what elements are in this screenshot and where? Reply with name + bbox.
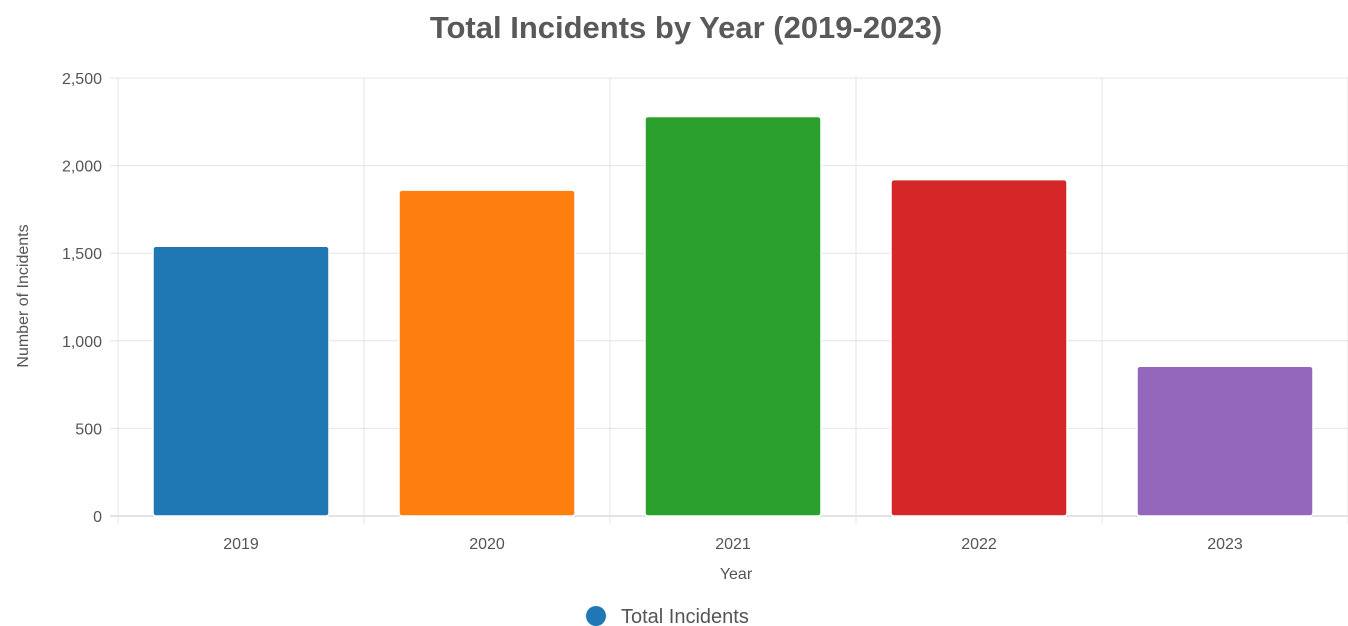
y-tick-label: 1,000 bbox=[62, 334, 102, 351]
y-tick-label: 2,500 bbox=[62, 71, 102, 88]
y-tick-label: 2,000 bbox=[62, 159, 102, 176]
legend-label-total-incidents[interactable]: Total Incidents bbox=[621, 606, 749, 626]
bar-2020[interactable] bbox=[398, 189, 576, 517]
x-axis-label: Year bbox=[720, 566, 753, 583]
x-tick-label: 2022 bbox=[961, 536, 997, 553]
legend-marker-total-incidents[interactable] bbox=[586, 606, 606, 626]
legend[interactable]: Total Incidents bbox=[586, 606, 749, 626]
chart-title: Total Incidents by Year (2019-2023) bbox=[430, 10, 942, 45]
bar-2022[interactable] bbox=[890, 178, 1068, 517]
x-tick-label: 2020 bbox=[469, 536, 505, 553]
x-axis-ticks: 2019 2020 2021 2022 2023 bbox=[223, 536, 1243, 553]
bar-2019[interactable] bbox=[152, 245, 330, 517]
x-tick-label: 2023 bbox=[1207, 536, 1243, 553]
bars bbox=[152, 115, 1314, 517]
y-axis-label: Number of Incidents bbox=[15, 224, 32, 367]
bar-2023[interactable] bbox=[1136, 365, 1314, 517]
y-tick-label: 500 bbox=[75, 421, 102, 438]
bar-2021[interactable] bbox=[644, 115, 822, 517]
y-tick-label: 0 bbox=[93, 509, 102, 526]
x-tick-label: 2019 bbox=[223, 536, 259, 553]
y-axis-ticks: 0 500 1,000 1,500 2,000 2,500 bbox=[62, 71, 102, 526]
x-tick-label: 2021 bbox=[715, 536, 751, 553]
y-tick-label: 1,500 bbox=[62, 246, 102, 263]
